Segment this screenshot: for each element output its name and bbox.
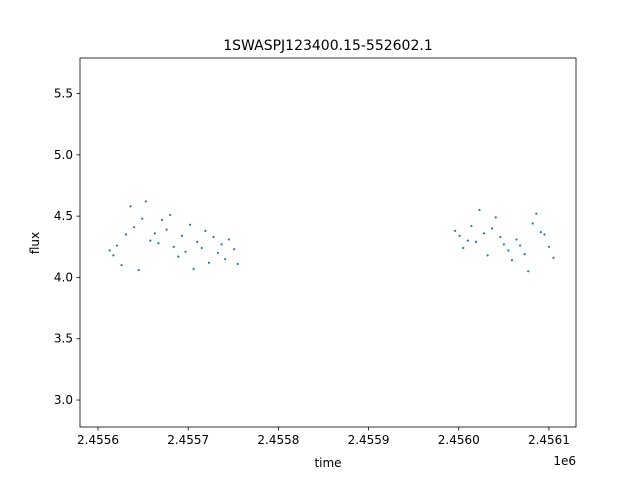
data-point [177,255,180,258]
data-point [169,213,172,217]
data-point [502,243,505,246]
y-axis: 3.0 3.5 4.0 4.5 5.0 5.5 [54,87,80,407]
data-point [482,232,486,235]
data-point [478,208,481,212]
data-point [129,205,132,208]
data-point [499,235,502,239]
y-tick-label: 3.5 [54,332,73,346]
data-point [212,235,215,239]
data-points [108,200,555,273]
data-point [188,223,192,226]
data-point [466,239,469,242]
x-offset-label: 1e6 [553,454,576,468]
plot-frame [79,57,577,428]
x-axis-label: time [314,456,341,470]
data-point [462,246,465,250]
y-tick-label: 4.5 [54,209,73,223]
data-point [165,228,168,231]
data-point [531,222,534,225]
data-point [547,245,551,248]
data-point [141,217,144,220]
data-point [458,234,461,237]
data-point [204,229,207,232]
data-point [227,238,230,241]
x-axis: 2.4556 2.4557 2.4558 2.4559 2.4560 2.4561 [77,427,570,447]
data-point [149,239,152,242]
data-point [470,224,473,228]
data-point [220,243,223,246]
data-point [112,254,115,257]
data-point [160,218,164,221]
y-tick-label: 5.5 [54,87,73,101]
plot-area [80,58,576,427]
data-point [454,229,457,232]
data-point [124,233,128,236]
y-axis-label: flux [28,232,42,254]
data-point [507,249,510,252]
data-point [543,233,546,236]
data-point [133,226,136,229]
x-tick-label: 2.4560 [438,433,480,447]
data-point [539,230,542,234]
x-tick-label: 2.4556 [77,433,119,447]
data-point [236,262,239,266]
data-point [196,240,199,243]
data-point [233,248,236,251]
x-tick-label: 2.4559 [348,433,390,447]
data-point [510,259,514,262]
data-point [115,244,119,247]
data-point [157,242,160,245]
data-point [153,232,156,235]
data-point [518,244,522,247]
data-point [224,257,227,261]
y-tick-label: 4.0 [54,270,73,284]
chart-title: 1SWASPJ123400.15-552602.1 [223,38,432,54]
x-tick-label: 2.4557 [167,433,209,447]
y-tick-label: 5.0 [54,148,73,162]
data-point [527,270,530,273]
data-point [494,216,497,219]
data-point [172,245,175,248]
data-point [200,246,203,250]
data-point [144,200,147,203]
y-tick-label: 3.0 [54,393,73,407]
data-point [180,234,184,237]
data-point [192,267,195,270]
data-point [474,240,477,243]
data-point [552,256,555,259]
data-point [535,212,538,215]
data-point [207,261,211,264]
data-point [216,251,220,255]
data-point [184,250,187,253]
data-point [523,253,526,256]
data-point [120,264,123,267]
data-point [486,254,489,257]
data-point [515,238,518,241]
data-point [108,249,111,252]
data-point [491,227,494,230]
data-point [137,268,140,272]
x-tick-label: 2.4558 [257,433,299,447]
x-tick-label: 2.4561 [528,433,570,447]
